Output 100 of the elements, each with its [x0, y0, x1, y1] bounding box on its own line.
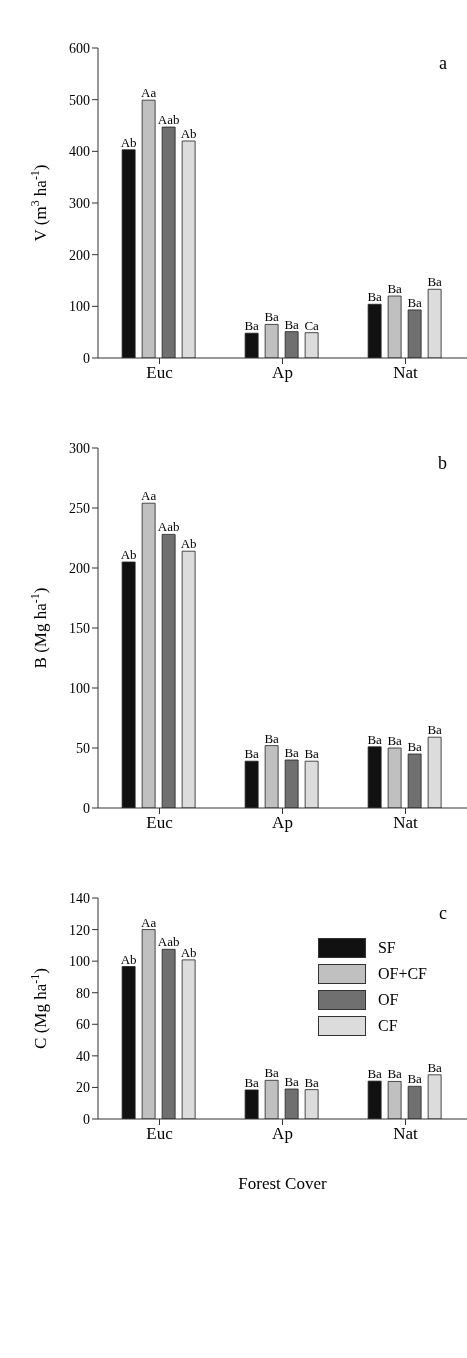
data-label: Ba: [387, 281, 403, 296]
data-label: Aab: [157, 112, 180, 128]
bar: [407, 309, 422, 358]
data-label: Ba: [387, 1066, 403, 1082]
y-tick-label: 300: [69, 195, 90, 211]
bar: [141, 99, 156, 358]
bar: [121, 561, 136, 808]
y-tick-label: 40: [76, 1048, 90, 1064]
y-tick-label: 120: [69, 922, 90, 938]
bar: [367, 1080, 382, 1119]
bar: [284, 759, 299, 808]
data-label: Aa: [141, 488, 157, 504]
y-tick-label: 200: [69, 560, 90, 576]
x-tick-label: Euc: [146, 813, 174, 833]
y-tick-label: 400: [69, 144, 90, 160]
y-tick-label: 600: [69, 40, 90, 56]
x-tick-label: Ap: [272, 813, 293, 833]
y-tick-label: 50: [76, 740, 90, 756]
bar: [121, 149, 136, 358]
data-label: Ba: [244, 746, 260, 762]
y-tick-label: 0: [83, 1111, 90, 1127]
data-label: Ba: [264, 1065, 280, 1081]
y-tick-label: 60: [76, 1017, 90, 1033]
bar: [264, 324, 279, 358]
data-label: Ba: [407, 739, 423, 754]
bar: [387, 747, 402, 808]
data-label: Aa: [141, 85, 157, 101]
annotation: a: [439, 53, 447, 74]
data-label: Ab: [120, 547, 137, 562]
data-label: Ba: [304, 746, 320, 762]
data-label: Ba: [264, 309, 280, 325]
data-label: Ab: [120, 134, 137, 150]
bar: [427, 736, 442, 808]
annotation: b: [438, 453, 447, 474]
x-tick-label: Ap: [272, 1124, 293, 1144]
data-label: Ba: [367, 1066, 383, 1082]
bar: [244, 332, 259, 358]
data-label: Ba: [304, 1074, 320, 1090]
x-tick-label: Euc: [146, 363, 174, 383]
bar: [121, 966, 136, 1119]
bar: [141, 502, 156, 808]
x-tick-label: Ap: [272, 363, 293, 383]
data-label: Ba: [367, 731, 383, 747]
data-label: Ba: [407, 294, 423, 310]
data-label: Ab: [180, 126, 197, 141]
x-tick-label: Nat: [393, 813, 419, 833]
y-tick-label: 200: [69, 247, 90, 263]
bar: [264, 1079, 279, 1119]
legend-label: OF: [377, 991, 399, 1009]
data-label: Aa: [141, 914, 157, 930]
bar: [304, 1089, 319, 1119]
legend-label: OF+CF: [377, 965, 427, 983]
y-tick-label: 0: [83, 350, 90, 366]
data-label: Ab: [120, 951, 137, 967]
data-label: Ba: [284, 745, 300, 760]
y-tick-label: 300: [69, 440, 90, 456]
bar: [427, 288, 442, 358]
bar: [284, 331, 299, 358]
bar: [181, 550, 196, 808]
y-tick-label: 250: [69, 500, 90, 516]
y-tick-label: 100: [69, 680, 90, 696]
bar: [284, 1088, 299, 1119]
data-label: Ba: [407, 1071, 423, 1087]
data-label: Ba: [387, 733, 403, 748]
data-label: Ba: [284, 1074, 300, 1090]
y-tick-label: 80: [76, 985, 90, 1001]
data-label: Ba: [264, 730, 280, 746]
bar: [407, 753, 422, 808]
bar: [387, 1081, 402, 1119]
data-label: Ca: [304, 317, 320, 333]
bar: [304, 760, 319, 808]
y-tick-label: 140: [69, 890, 90, 906]
legend-label: SF: [377, 939, 396, 957]
y-tick-label: 100: [69, 954, 90, 970]
bar: [181, 959, 196, 1119]
bar: [304, 332, 319, 358]
data-label: Ba: [427, 1059, 443, 1075]
data-label: Ba: [244, 318, 260, 334]
y-tick-label: 100: [69, 299, 90, 315]
data-label: Ba: [244, 1074, 260, 1090]
data-label: Ab: [180, 944, 197, 960]
data-label: Ab: [180, 536, 197, 552]
bar: [264, 745, 279, 808]
annotation: c: [439, 903, 447, 924]
bar: [427, 1074, 442, 1119]
y-tick-label: 500: [69, 92, 90, 108]
y-tick-label: 150: [69, 620, 90, 636]
bar: [367, 746, 382, 808]
y-tick-label: 20: [76, 1080, 90, 1096]
bar: [367, 303, 382, 358]
legend-label: CF: [377, 1017, 398, 1035]
x-tick-label: Nat: [393, 363, 419, 383]
x-tick-label: Nat: [393, 1124, 419, 1144]
y-tick-label: 0: [83, 800, 90, 816]
data-label: Aab: [157, 934, 180, 950]
bar: [407, 1085, 422, 1119]
bar: [141, 929, 156, 1119]
bar: [244, 760, 259, 808]
bar: [181, 140, 196, 358]
x-tick-label: Euc: [146, 1124, 174, 1144]
